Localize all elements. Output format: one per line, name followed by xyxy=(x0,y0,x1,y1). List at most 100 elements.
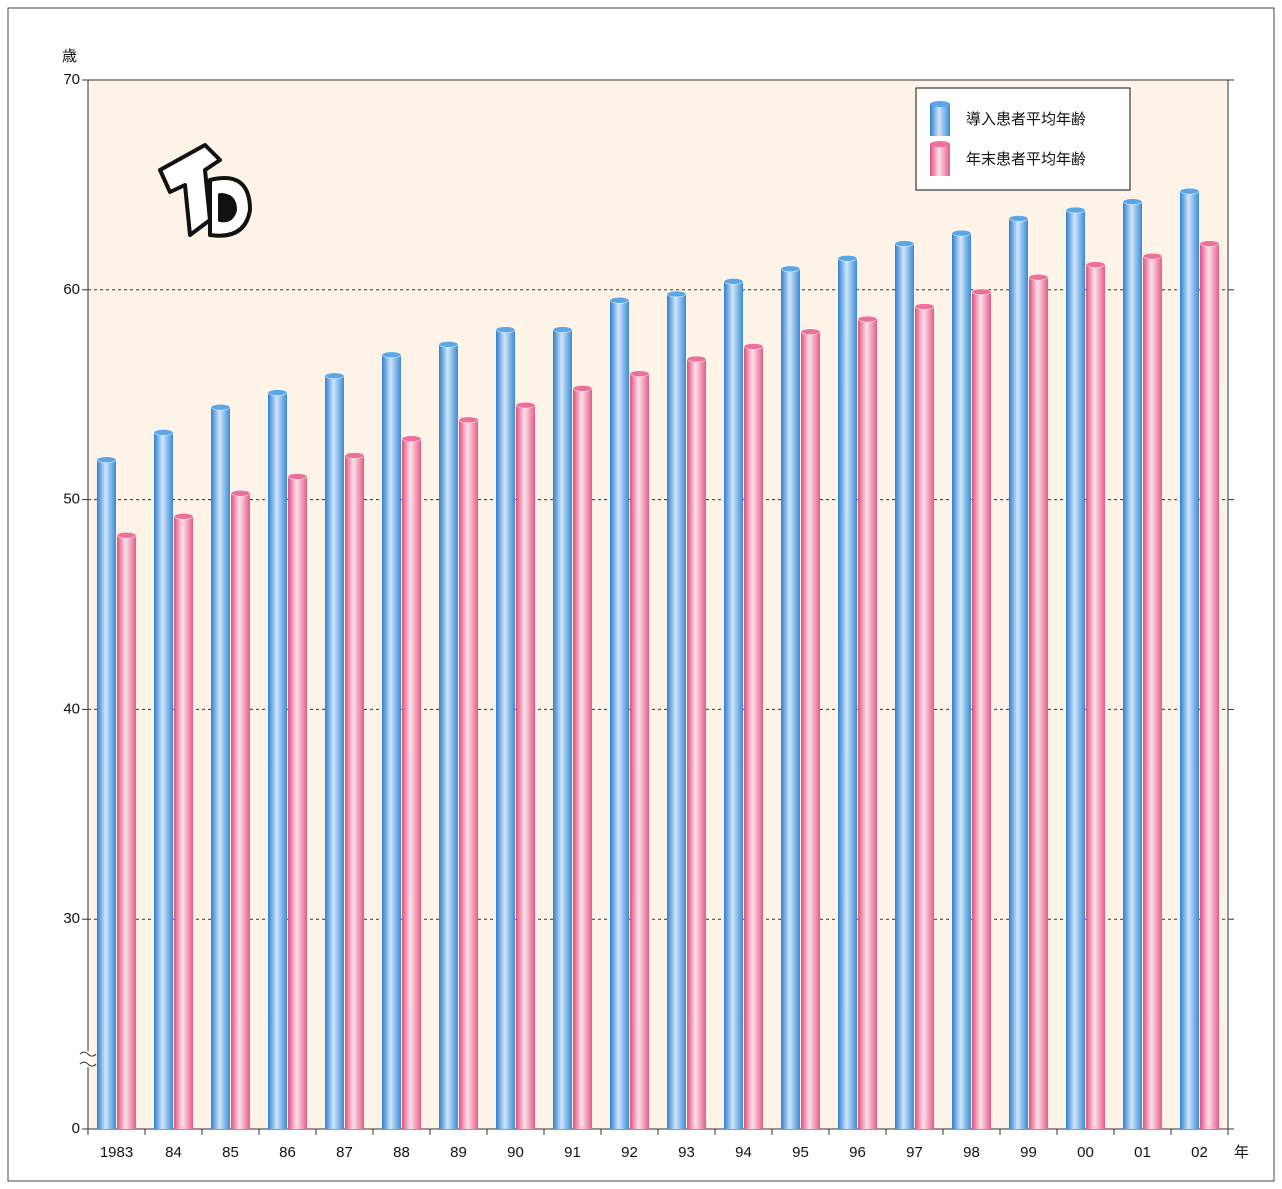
bar-top xyxy=(1065,206,1086,214)
x-tick-label: 94 xyxy=(735,1144,752,1161)
bar-top xyxy=(495,326,516,333)
y-axis-label: 歳 xyxy=(62,48,77,65)
bar-top xyxy=(609,297,630,304)
bar-top xyxy=(344,452,365,459)
bar xyxy=(724,281,743,1130)
frame xyxy=(7,7,1275,1182)
x-tick-label: 98 xyxy=(963,1144,980,1161)
bar xyxy=(1180,191,1199,1130)
bar xyxy=(382,354,401,1129)
bar xyxy=(952,233,971,1130)
x-tick-label: 02 xyxy=(1191,1144,1208,1161)
bar-top xyxy=(914,303,935,310)
bar xyxy=(231,493,250,1129)
bar-top xyxy=(1028,273,1049,281)
x-tick-label: 96 xyxy=(849,1144,866,1161)
bar xyxy=(117,535,136,1129)
y-tick-label: 50 xyxy=(63,491,80,508)
legend-box xyxy=(915,87,1131,191)
bar-top xyxy=(287,473,308,480)
bar xyxy=(402,438,421,1129)
y-tick-label: 70 xyxy=(63,71,80,88)
bar-top xyxy=(971,288,992,296)
legend-label: 導入患者平均年齢 xyxy=(966,111,1086,128)
axis-break-gap xyxy=(84,1051,92,1068)
bar-top xyxy=(116,532,137,539)
x-tick-label: 93 xyxy=(678,1144,695,1161)
bar xyxy=(345,455,364,1129)
bar-top xyxy=(458,416,479,424)
x-tick-label: 92 xyxy=(621,1144,638,1161)
bar-top xyxy=(267,389,288,396)
bar xyxy=(211,407,230,1130)
bar xyxy=(174,516,193,1129)
bar xyxy=(154,432,173,1129)
bar-top xyxy=(743,343,764,350)
bar xyxy=(610,300,629,1129)
bar xyxy=(895,243,914,1130)
x-tick-label: 91 xyxy=(564,1144,581,1161)
bar xyxy=(801,331,820,1129)
bar xyxy=(1200,243,1219,1130)
x-tick-label: 84 xyxy=(165,1144,182,1161)
bar-top xyxy=(324,372,345,380)
bar xyxy=(496,329,515,1129)
x-tick-label: 01 xyxy=(1134,1144,1151,1161)
bar-top xyxy=(1199,240,1220,247)
x-tick-label: 87 xyxy=(336,1144,353,1161)
bar-top xyxy=(857,315,878,323)
bar xyxy=(1066,210,1085,1130)
bar xyxy=(838,258,857,1130)
y-tick-label: 60 xyxy=(63,281,80,298)
bar xyxy=(858,319,877,1129)
bar-top xyxy=(951,229,972,237)
bar xyxy=(1123,201,1142,1129)
x-tick-label: 00 xyxy=(1077,1144,1094,1161)
legend-label: 年末患者平均年齢 xyxy=(966,151,1086,168)
bar-top xyxy=(1085,261,1106,268)
y-tick-label: 40 xyxy=(63,700,80,717)
legend-swatch-top xyxy=(930,101,950,107)
bar xyxy=(516,405,535,1129)
bar xyxy=(1143,256,1162,1129)
plot-area xyxy=(88,80,1228,1129)
bar-top xyxy=(401,435,422,443)
bar-top xyxy=(173,513,194,520)
x-tick-label: 90 xyxy=(507,1144,524,1161)
bar-top xyxy=(572,385,593,392)
bar-top xyxy=(438,341,459,348)
y-tick-label: 0 xyxy=(72,1120,80,1137)
bar xyxy=(781,268,800,1129)
x-tick-label: 97 xyxy=(906,1144,923,1161)
legend-swatch xyxy=(930,104,950,136)
x-tick-label: 88 xyxy=(393,1144,410,1161)
bar xyxy=(268,392,287,1129)
bar xyxy=(630,373,649,1130)
bar xyxy=(667,293,686,1130)
bar xyxy=(459,419,478,1130)
bar-top xyxy=(837,255,858,262)
bar xyxy=(744,346,763,1129)
bar-top xyxy=(381,351,402,359)
bar xyxy=(97,459,116,1129)
bar-top xyxy=(96,456,117,463)
bar-top xyxy=(800,328,821,336)
bar xyxy=(687,359,706,1129)
x-tick-label: 99 xyxy=(1020,1144,1037,1161)
x-tick-label: 89 xyxy=(450,1144,467,1161)
bar-top xyxy=(552,326,573,333)
bar-top xyxy=(1179,187,1200,195)
bar xyxy=(325,375,344,1129)
x-tick-label: 95 xyxy=(792,1144,809,1161)
bar-top xyxy=(666,290,687,298)
bar-top xyxy=(629,370,650,377)
bar-top xyxy=(1122,198,1143,205)
bar-top xyxy=(723,278,744,285)
bar-top xyxy=(230,490,251,497)
bar-top xyxy=(210,404,231,411)
legend-swatch-top xyxy=(930,141,950,147)
bar xyxy=(915,306,934,1130)
bar xyxy=(553,329,572,1129)
bar xyxy=(439,344,458,1129)
